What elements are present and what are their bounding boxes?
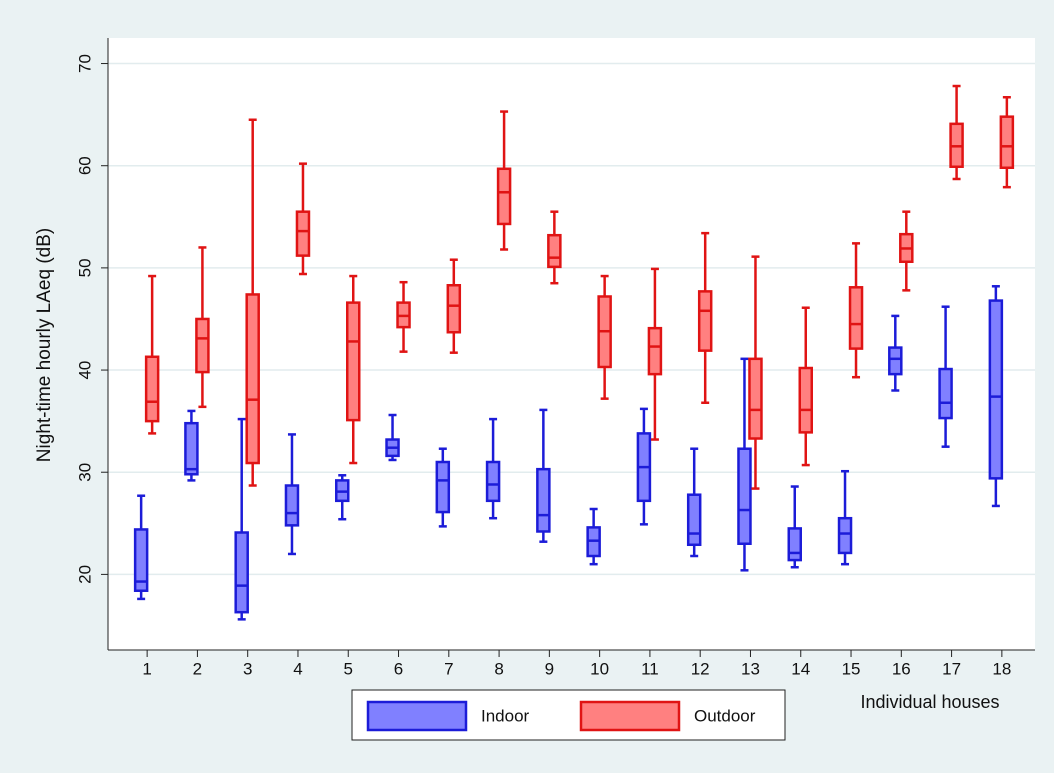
box xyxy=(133,528,149,592)
box xyxy=(184,421,199,476)
box xyxy=(536,467,551,533)
legend-swatch xyxy=(366,700,468,732)
x-tick-label: 11 xyxy=(641,659,659,678)
y-tick-label: 50 xyxy=(75,258,94,277)
box xyxy=(234,531,249,614)
box xyxy=(787,527,802,562)
x-tick-label: 12 xyxy=(691,659,710,678)
y-tick-label: 40 xyxy=(75,361,94,380)
box xyxy=(737,447,752,545)
x-tick-label: 3 xyxy=(243,659,252,678)
x-tick-label: 7 xyxy=(444,659,453,678)
box xyxy=(485,460,501,503)
box xyxy=(195,317,210,374)
legend-label: Outdoor xyxy=(694,706,756,725)
box xyxy=(686,493,702,547)
box xyxy=(938,367,953,420)
legend-label: Indoor xyxy=(481,706,530,725)
y-tick-label: 30 xyxy=(75,463,94,482)
plot-area xyxy=(108,38,1035,650)
x-tick-label: 4 xyxy=(293,659,302,678)
box xyxy=(144,355,160,423)
box xyxy=(245,293,260,465)
x-tick-label: 8 xyxy=(494,659,503,678)
box xyxy=(547,233,562,269)
x-tick-label: 15 xyxy=(842,659,861,678)
x-tick-label: 14 xyxy=(791,659,810,678)
x-tick-label: 17 xyxy=(942,659,961,678)
legend-swatch xyxy=(579,700,681,732)
x-tick-label: 6 xyxy=(394,659,403,678)
box xyxy=(748,357,763,440)
y-tick-label: 60 xyxy=(75,156,94,175)
box xyxy=(988,299,1004,480)
box xyxy=(999,115,1015,170)
box xyxy=(284,484,300,527)
box xyxy=(496,167,512,226)
box xyxy=(888,346,903,376)
y-tick-label: 70 xyxy=(75,54,94,73)
box xyxy=(295,210,311,257)
box xyxy=(446,284,462,334)
x-tick-label: 13 xyxy=(741,659,760,678)
box xyxy=(346,301,361,422)
y-axis-title: Night-time hourly LAeq (dB) xyxy=(34,228,55,462)
box xyxy=(837,516,853,555)
x-tick-label: 2 xyxy=(193,659,202,678)
x-axis-title: Individual houses xyxy=(860,692,999,712)
x-tick-label: 5 xyxy=(344,659,353,678)
x-tick-label: 9 xyxy=(545,659,554,678)
x-tick-label: 16 xyxy=(892,659,911,678)
box xyxy=(435,460,451,514)
box xyxy=(697,290,713,352)
x-tick-label: 10 xyxy=(590,659,609,678)
x-tick-label: 1 xyxy=(142,659,151,678)
y-tick-label: 20 xyxy=(75,565,94,584)
box xyxy=(798,366,813,434)
x-tick-label: 18 xyxy=(992,659,1011,678)
box xyxy=(848,286,864,350)
box xyxy=(647,326,663,376)
